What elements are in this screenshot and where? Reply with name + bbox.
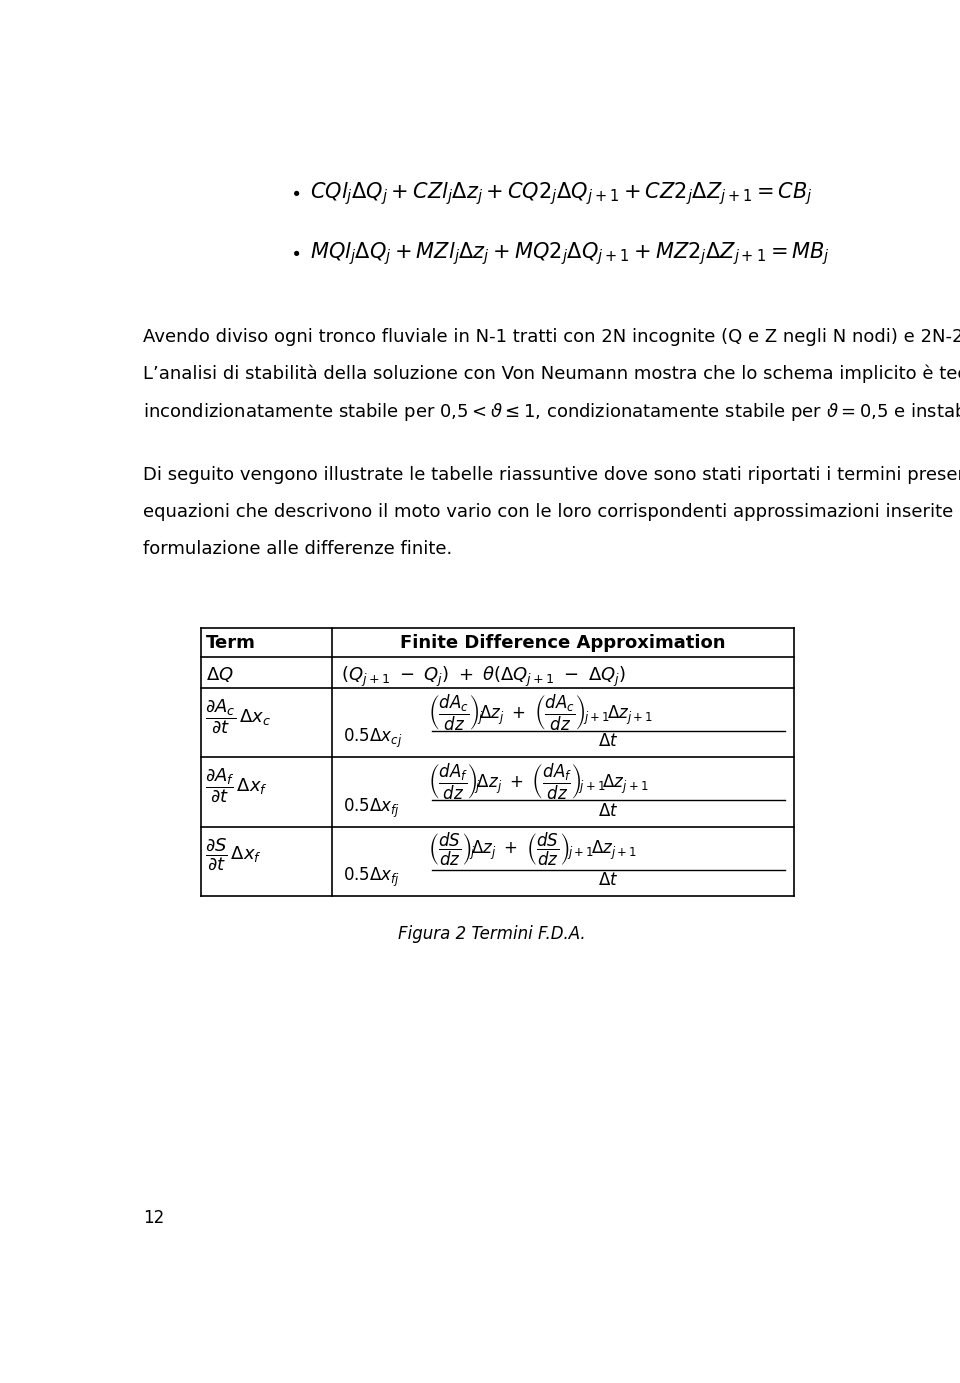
Text: $0.5\Delta x_{fj}$: $0.5\Delta x_{fj}$	[344, 797, 400, 820]
Text: $\bullet$: $\bullet$	[291, 183, 300, 201]
Text: $\left(\dfrac{dA_c}{dz}\right)_{\!j}\!\Delta z_j\ +\ \left(\dfrac{dA_c}{dz}\righ: $\left(\dfrac{dA_c}{dz}\right)_{\!j}\!\D…	[428, 693, 654, 733]
Text: equazioni che descrivono il moto vario con le loro corrispondenti approssimazion: equazioni che descrivono il moto vario c…	[143, 503, 960, 521]
Text: $(Q_{j+1}\ -\ Q_j)\ +\ \theta(\Delta Q_{j+1}\ -\ \Delta Q_j)$: $(Q_{j+1}\ -\ Q_j)\ +\ \theta(\Delta Q_{…	[341, 665, 626, 689]
Text: $\Delta Q$: $\Delta Q$	[206, 665, 234, 685]
Text: Term: Term	[206, 635, 256, 653]
Text: $\dfrac{\partial A_f}{\partial t}\,\Delta x_f$: $\dfrac{\partial A_f}{\partial t}\,\Delt…	[205, 766, 268, 805]
Text: $MQl_j\Delta Q_j + MZl_j\Delta z_j + MQ2_j\Delta Q_{j+1} + MZ2_j\Delta Z_{j+1} =: $MQl_j\Delta Q_j + MZl_j\Delta z_j + MQ2…	[310, 239, 829, 267]
Text: $\Delta t$: $\Delta t$	[598, 802, 619, 820]
Text: Di seguito vengono illustrate le tabelle riassuntive dove sono stati riportati i: Di seguito vengono illustrate le tabelle…	[143, 466, 960, 484]
Text: Avendo diviso ogni tronco fluviale in N-1 tratti con 2N incognite (Q e Z negli N: Avendo diviso ogni tronco fluviale in N-…	[143, 328, 960, 346]
Text: $\Delta t$: $\Delta t$	[598, 733, 619, 751]
Text: $0.5\Delta x_{fj}$: $0.5\Delta x_{fj}$	[344, 866, 400, 889]
Text: $\left(\dfrac{dA_f}{dz}\right)_{\!j}\!\Delta z_j\ +\ \left(\dfrac{dA_f}{dz}\righ: $\left(\dfrac{dA_f}{dz}\right)_{\!j}\!\D…	[428, 762, 649, 802]
Text: Figura 2 Termini F.D.A.: Figura 2 Termini F.D.A.	[398, 925, 586, 943]
Text: $\bullet$: $\bullet$	[291, 243, 300, 261]
Text: $0.5\Delta x_{cj}$: $0.5\Delta x_{cj}$	[344, 727, 402, 751]
Text: L’analisi di stabilità della soluzione con Von Neumann mostra che lo schema impl: L’analisi di stabilità della soluzione c…	[143, 365, 960, 383]
Text: $\dfrac{\partial S}{\partial t}\,\Delta x_f$: $\dfrac{\partial S}{\partial t}\,\Delta …	[205, 835, 262, 871]
Text: formulazione alle differenze finite.: formulazione alle differenze finite.	[143, 541, 452, 559]
Text: Finite Difference Approximation: Finite Difference Approximation	[400, 635, 726, 653]
Text: $CQl_j\Delta Q_j + CZl_j\Delta z_j + CQ2_j\Delta Q_{j+1} + CZ2_j\Delta Z_{j+1} =: $CQl_j\Delta Q_j + CZl_j\Delta z_j + CQ2…	[310, 180, 813, 206]
Text: 12: 12	[143, 1209, 164, 1227]
Text: incondizionatamente stabile per $0{,}5<\vartheta\leq1$, condizionatamente stabil: incondizionatamente stabile per $0{,}5<\…	[143, 401, 960, 423]
Text: $\Delta t$: $\Delta t$	[598, 873, 619, 889]
Text: $\dfrac{\partial A_c}{\partial t}\,\Delta x_c$: $\dfrac{\partial A_c}{\partial t}\,\Delt…	[205, 697, 272, 736]
Text: $\left(\dfrac{dS}{dz}\right)_{\!j}\!\Delta z_j\ +\ \left(\dfrac{dS}{dz}\right)_{: $\left(\dfrac{dS}{dz}\right)_{\!j}\!\Del…	[428, 831, 637, 869]
